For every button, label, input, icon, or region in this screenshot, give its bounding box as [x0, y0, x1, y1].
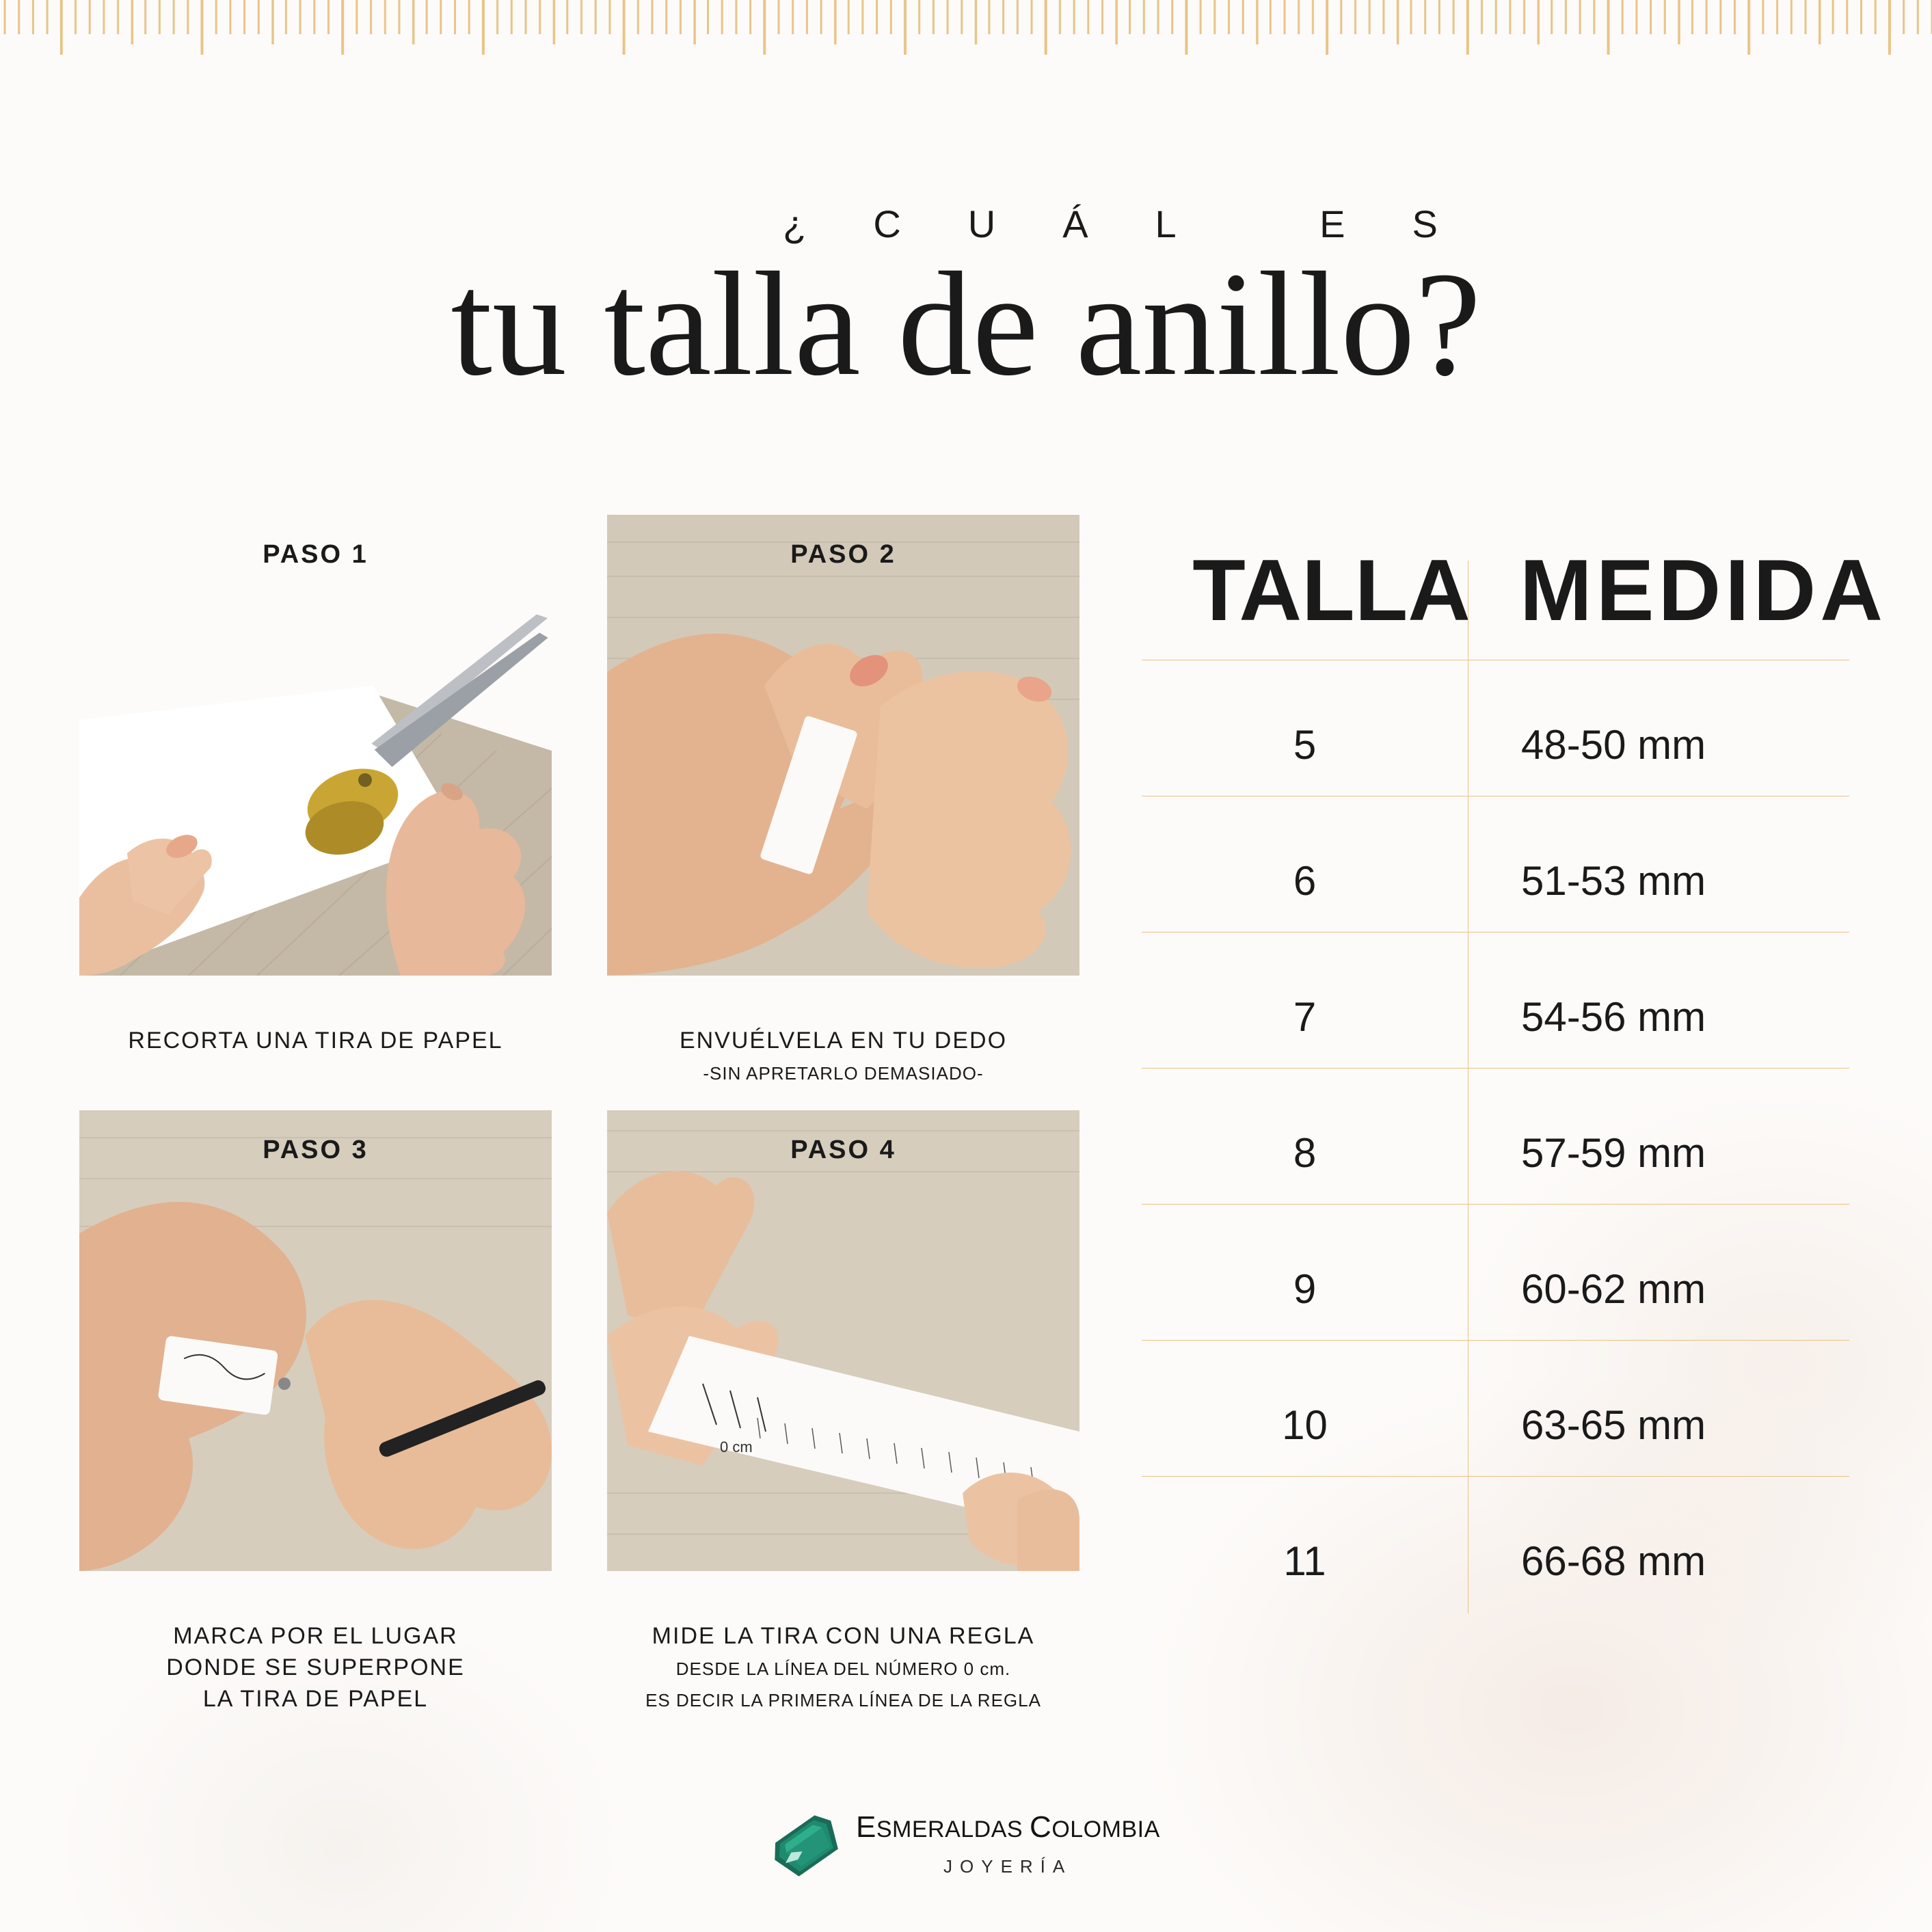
svg-text:0 cm: 0 cm — [720, 1438, 753, 1455]
